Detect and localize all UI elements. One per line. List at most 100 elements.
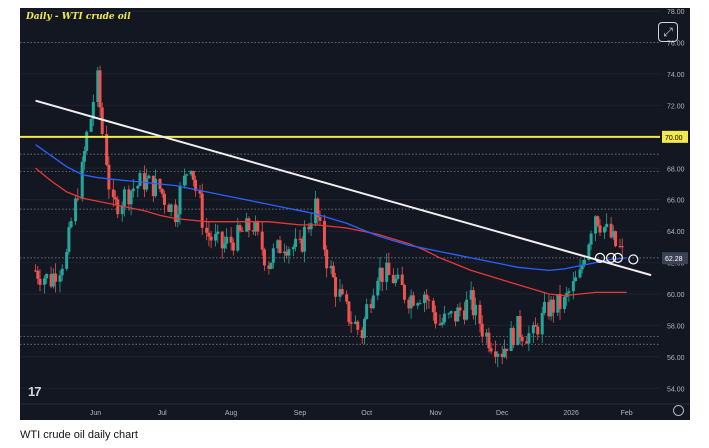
circle-marker [612, 252, 623, 263]
expand-icon[interactable]: ⤢ [658, 22, 678, 42]
candle-body [474, 304, 478, 316]
candle-body [189, 170, 193, 175]
candle-body [618, 246, 622, 248]
price-tag-label: 70.00 [665, 135, 683, 142]
y-tick-label: 60.00 [667, 292, 685, 299]
candle-body [549, 299, 553, 317]
candle-body [574, 277, 578, 282]
candle-body [536, 326, 540, 335]
candle-body [378, 267, 382, 281]
candle-body [191, 170, 195, 180]
candle-body [245, 218, 249, 232]
candle-body [469, 290, 473, 300]
candle-body [562, 296, 566, 310]
candle-body [251, 230, 255, 232]
candle-body [434, 312, 438, 324]
candle-body [369, 304, 373, 309]
candle-body [365, 304, 369, 319]
candle-body [362, 318, 366, 339]
candle-body [194, 179, 198, 191]
candle-body [214, 233, 218, 241]
y-tick-label: 54.00 [667, 386, 685, 393]
chart-title: Daily - WTI crude oil [26, 12, 131, 22]
candle-body [111, 189, 115, 198]
y-tick-label: 66.00 [667, 198, 685, 205]
candle-body [614, 231, 618, 247]
x-tick-label: Aug [225, 410, 238, 417]
candle-body [69, 221, 73, 228]
moving-average-red-line [35, 167, 627, 297]
candle-body [185, 174, 189, 176]
candle-body [409, 295, 413, 309]
candle-body [516, 316, 520, 346]
candle-body [380, 267, 384, 282]
settings-icon[interactable] [673, 405, 684, 416]
candle-body [518, 316, 522, 338]
candle-body [494, 351, 498, 357]
candle-body [431, 300, 435, 313]
candle-body [391, 274, 395, 284]
candle-body [302, 226, 306, 252]
candle-body [596, 216, 600, 226]
candle-body [220, 231, 224, 249]
candle-body [356, 321, 360, 330]
candle-body [322, 220, 326, 250]
chart-svg[interactable]: 54.0056.0058.0060.0062.0064.0066.0068.00… [20, 8, 690, 420]
candle-body [136, 186, 140, 189]
candle-body [602, 227, 606, 233]
candle-body [605, 223, 609, 228]
candle-body [216, 231, 220, 234]
chart-frame[interactable]: 54.0056.0058.0060.0062.0064.0066.0068.00… [20, 8, 690, 420]
candle-body [340, 289, 344, 295]
candle-body [49, 274, 53, 287]
candle-body [76, 198, 80, 200]
candle-body [442, 313, 446, 323]
candle-body [154, 178, 158, 197]
candle-body [142, 173, 146, 190]
candle-body [85, 131, 89, 151]
y-tick-label: 72.00 [667, 103, 685, 110]
x-tick-label: 2026 [563, 410, 579, 417]
candle-body [105, 134, 109, 165]
candle-body [131, 188, 135, 192]
candle-body [91, 101, 95, 119]
candle-body [145, 178, 149, 190]
candle-body [42, 278, 46, 285]
candle-body [120, 205, 124, 215]
candle-body [354, 321, 358, 324]
candle-body [54, 273, 58, 282]
candle-body [449, 311, 453, 314]
candle-body [345, 294, 349, 302]
candle-body [505, 348, 509, 351]
candle-body [300, 238, 304, 252]
candle-body [578, 269, 582, 278]
candle-body [314, 198, 318, 224]
candle-body [331, 265, 335, 278]
y-tick-label: 56.00 [667, 355, 685, 362]
candle-body [291, 247, 295, 250]
candle-body [260, 231, 264, 250]
candle-body [438, 323, 442, 325]
y-tick-label: 64.00 [667, 229, 685, 236]
candle-body [385, 262, 389, 282]
candle-body [416, 303, 420, 306]
candle-body [534, 325, 538, 327]
candle-body [129, 191, 133, 205]
x-tick-label: Sep [294, 410, 307, 417]
candle-body [540, 312, 544, 335]
y-tick-label: 78.00 [667, 9, 685, 16]
candle-body [122, 189, 126, 206]
candle-body [520, 337, 524, 342]
candle-body [349, 322, 353, 324]
candle-body [162, 193, 166, 205]
candle-body [509, 328, 513, 351]
candle-body [402, 285, 406, 300]
tradingview-logo-icon[interactable]: 17 [28, 384, 42, 399]
candle-body [458, 307, 462, 311]
candle-body [511, 328, 515, 346]
candle-body [169, 204, 173, 212]
candle-body [589, 233, 593, 245]
candle-body [480, 323, 484, 337]
candle-body [138, 173, 142, 187]
candle-body [287, 249, 291, 256]
